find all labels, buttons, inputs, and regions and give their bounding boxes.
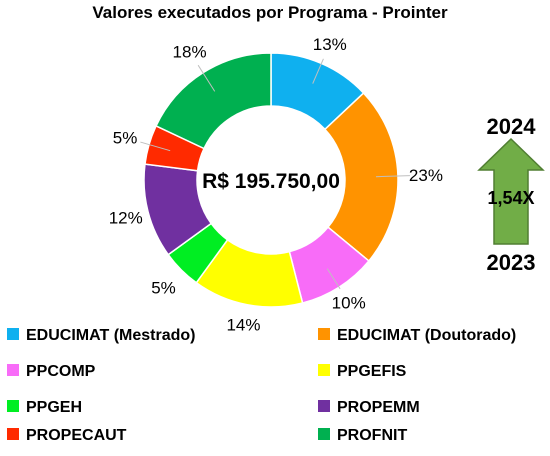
up-arrow-icon <box>477 137 545 245</box>
leader-line-propecaut <box>140 141 171 152</box>
legend-label-propecaut: PROPECAUT <box>26 427 127 444</box>
legend: EDUCIMAT (Mestrado) EDUCIMAT (Doutorado) P… <box>7 327 516 444</box>
slice-label-profnit: 18% <box>173 43 207 62</box>
arrow-bottom-year: 2023 <box>487 250 536 275</box>
legend-swatch-ppgefis <box>318 364 330 376</box>
leader-line-educimat-mestrado <box>312 58 324 84</box>
slice-label-educimat-mestrado: 13% <box>313 35 347 54</box>
legend-label-ppgefis: PPGEFIS <box>337 363 407 380</box>
leader-line-educimat-doutorado <box>375 175 410 178</box>
slice-profnit <box>155 52 272 150</box>
slice-label-ppgeh: 5% <box>151 278 176 297</box>
donut-slices <box>143 52 399 308</box>
legend-label-profnit: PROFNIT <box>337 427 407 444</box>
label-leader-lines <box>140 58 410 290</box>
legend-label-educimat-mestrado: EDUCIMAT (Mestrado) <box>26 327 195 344</box>
legend-label-educimat-doutorado: EDUCIMAT (Doutorado) <box>337 327 516 344</box>
legend-swatch-ppgeh <box>7 400 19 412</box>
legend-label-ppcomp: PPCOMP <box>26 363 96 380</box>
legend-swatch-propemm <box>318 400 330 412</box>
slice-label-propecaut: 5% <box>113 129 138 148</box>
legend-label-propemm: PROPEMM <box>337 399 420 416</box>
slice-labels: 13% 23% 10% 14% 5% 12% 5% 18% <box>109 35 443 334</box>
leader-line-profnit <box>197 64 216 92</box>
legend-swatch-profnit <box>318 428 330 440</box>
legend-swatch-ppcomp <box>7 364 19 376</box>
legend-label-ppgeh: PPGEH <box>26 399 82 416</box>
legend-swatch-educimat-mestrado <box>7 328 19 340</box>
legend-swatch-educimat-doutorado <box>318 328 330 340</box>
center-total-label: R$ 195.750,00 <box>202 170 340 193</box>
arrow-top-year: 2024 <box>487 114 537 139</box>
chart-title: Valores executados por Programa - Proint… <box>92 3 448 22</box>
slice-educimat-doutorado <box>323 92 399 263</box>
leader-line-ppcomp <box>326 268 341 290</box>
slice-label-propemm: 12% <box>109 208 143 227</box>
growth-arrow-group: 2024 1,54X 2023 <box>477 114 545 275</box>
slice-label-ppcomp: 10% <box>332 293 366 312</box>
legend-swatch-propecaut <box>7 428 19 440</box>
slice-label-ppgefis: 14% <box>226 315 260 334</box>
slice-label-educimat-doutorado: 23% <box>409 166 443 185</box>
arrow-factor-label: 1,54X <box>487 188 534 208</box>
